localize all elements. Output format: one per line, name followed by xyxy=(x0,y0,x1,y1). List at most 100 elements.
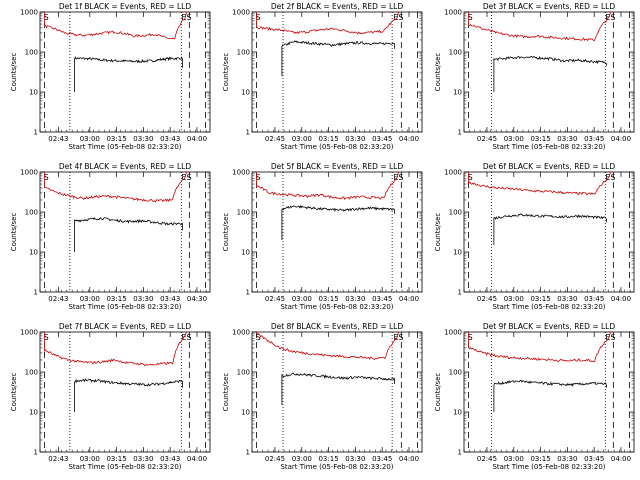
plot-title: Det 7f BLACK = Events, RED = LLD xyxy=(59,322,192,331)
lld-series-line xyxy=(44,11,187,40)
x-axis-label: Start Time (05-Feb-08 02:33:20) xyxy=(492,303,605,311)
x-tick-label: 03:00 xyxy=(504,135,524,143)
x-tick-label: 03:15 xyxy=(106,455,126,463)
detector-panel-5: Det 5f BLACK = Events, RED = LLD 1 10 100 10… xyxy=(222,162,423,311)
x-tick-label: 03:15 xyxy=(106,295,126,303)
detector-panel-6: Det 6f BLACK = Events, RED = LLD 1 10 100 10… xyxy=(434,162,635,311)
y-tick-label: 10 xyxy=(241,409,250,417)
y-tick-label: 10 xyxy=(29,409,38,417)
end-marker-label: ES xyxy=(605,13,615,22)
x-tick-label: 03:00 xyxy=(504,295,524,303)
y-tick-label: 1 xyxy=(246,289,250,297)
plot-title: Det 5f BLACK = Events, RED = LLD xyxy=(271,162,404,171)
y-tick-label: 1 xyxy=(246,129,250,137)
plot-frame xyxy=(39,331,211,453)
plot-frame xyxy=(39,11,211,133)
x-tick-label: 03:45 xyxy=(584,455,604,463)
x-axis-label: Start Time (05-Feb-08 02:33:20) xyxy=(492,143,605,151)
x-tick-label: 04:30 xyxy=(187,295,207,303)
y-tick-label: 1000 xyxy=(20,329,38,337)
y-axis-label: Counts/sec xyxy=(222,53,230,92)
start-marker-label: S xyxy=(468,173,473,182)
x-tick-label: 02:45 xyxy=(265,295,285,303)
x-tick-label: 03:45 xyxy=(584,135,604,143)
y-tick-label: 1000 xyxy=(232,9,250,17)
start-marker-label: S xyxy=(468,13,473,22)
y-tick-label: 1 xyxy=(246,449,250,457)
end-marker-label: ES xyxy=(605,333,615,342)
x-tick-label: 02:43 xyxy=(48,295,68,303)
x-axis-label: Start Time (05-Feb-08 02:33:20) xyxy=(280,463,393,471)
y-tick-label: 1 xyxy=(458,129,462,137)
x-tick-label: 04:00 xyxy=(399,135,419,143)
end-marker-label: ES xyxy=(393,333,403,342)
detector-panel-9: Det 9f BLACK = Events, RED = LLD 1 10 100 10… xyxy=(434,322,635,471)
lld-series-line xyxy=(468,11,611,42)
x-tick-label: 03:30 xyxy=(133,295,153,303)
y-tick-label: 1000 xyxy=(20,9,38,17)
x-tick-label: 03:43 xyxy=(160,135,180,143)
x-axis-label: Start Time (05-Feb-08 02:33:20) xyxy=(68,303,181,311)
plot-frame xyxy=(39,171,211,293)
plot-title: Det 3f BLACK = Events, RED = LLD xyxy=(483,2,616,11)
x-tick-label: 04:00 xyxy=(611,455,631,463)
x-axis-label: Start Time (05-Feb-08 02:33:20) xyxy=(280,303,393,311)
y-tick-label: 100 xyxy=(25,209,38,217)
events-series-line xyxy=(281,40,395,77)
plot-title: Det 1f BLACK = Events, RED = LLD xyxy=(59,2,192,11)
x-tick-label: 03:15 xyxy=(318,295,338,303)
plot-title: Det 9f BLACK = Events, RED = LLD xyxy=(483,322,616,331)
detector-panel-4: Det 4f BLACK = Events, RED = LLD 1 10 100 10… xyxy=(10,162,211,311)
y-tick-label: 100 xyxy=(25,369,38,377)
plot-frame xyxy=(463,331,635,453)
plot-frame xyxy=(463,11,635,133)
y-tick-label: 1000 xyxy=(444,329,462,337)
lld-series-line xyxy=(256,331,399,360)
detector-panel-1: Det 1f BLACK = Events, RED = LLD 1 10 100 10… xyxy=(10,2,211,151)
y-tick-label: 10 xyxy=(29,249,38,257)
x-tick-label: 03:30 xyxy=(345,455,365,463)
y-tick-label: 10 xyxy=(453,409,462,417)
y-tick-label: 10 xyxy=(241,249,250,257)
y-axis-label: Counts/sec xyxy=(10,213,18,252)
x-tick-label: 02:43 xyxy=(48,135,68,143)
lld-series-line xyxy=(468,171,611,196)
x-tick-label: 03:15 xyxy=(530,455,550,463)
detector-panel-8: Det 8f BLACK = Events, RED = LLD 1 10 100 10… xyxy=(222,322,423,471)
x-tick-label: 03:43 xyxy=(160,455,180,463)
detector-panel-7: Det 7f BLACK = Events, RED = LLD 1 10 100 10… xyxy=(10,322,211,471)
y-tick-label: 100 xyxy=(449,49,462,57)
y-tick-label: 100 xyxy=(449,369,462,377)
events-series-line xyxy=(74,217,183,252)
events-series-line xyxy=(493,213,607,245)
y-tick-label: 1 xyxy=(34,289,38,297)
x-tick-label: 02:45 xyxy=(265,455,285,463)
y-tick-label: 100 xyxy=(237,209,250,217)
plot-frame xyxy=(463,171,635,293)
x-tick-label: 03:00 xyxy=(504,455,524,463)
x-tick-label: 03:15 xyxy=(106,135,126,143)
plot-title: Det 2f BLACK = Events, RED = LLD xyxy=(271,2,404,11)
y-tick-label: 1000 xyxy=(444,9,462,17)
x-tick-label: 03:30 xyxy=(345,135,365,143)
y-tick-label: 10 xyxy=(29,89,38,97)
y-tick-label: 1000 xyxy=(232,169,250,177)
end-marker-label: ES xyxy=(393,13,403,22)
y-tick-label: 100 xyxy=(449,209,462,217)
x-tick-label: 04:00 xyxy=(611,135,631,143)
plot-frame xyxy=(251,11,423,133)
start-marker-label: S xyxy=(256,13,261,22)
lld-series-line xyxy=(468,331,611,363)
y-tick-label: 10 xyxy=(453,89,462,97)
start-marker-label: S xyxy=(468,333,473,342)
events-series-line xyxy=(74,56,183,92)
start-marker-label: S xyxy=(44,173,49,182)
x-tick-label: 03:30 xyxy=(133,135,153,143)
y-tick-label: 100 xyxy=(237,369,250,377)
y-tick-label: 10 xyxy=(453,249,462,257)
y-axis-label: Counts/sec xyxy=(434,213,442,252)
lld-series-line xyxy=(44,331,187,367)
x-axis-label: Start Time (05-Feb-08 02:33:20) xyxy=(492,463,605,471)
plot-title: Det 4f BLACK = Events, RED = LLD xyxy=(59,162,192,171)
